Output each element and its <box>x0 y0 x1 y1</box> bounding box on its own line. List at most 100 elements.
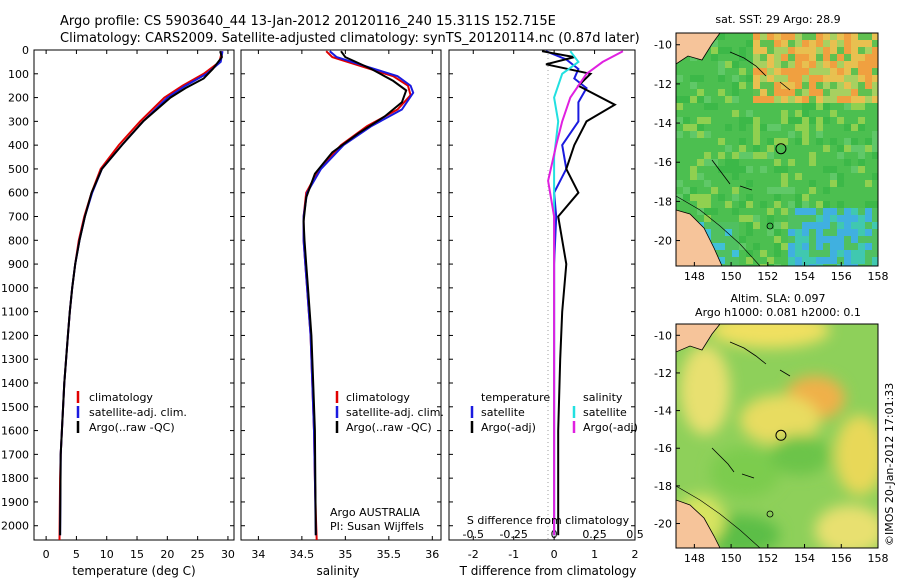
sst-pixel <box>732 222 739 229</box>
sst-pixel <box>788 54 795 61</box>
sst-pixel <box>697 61 704 68</box>
temperature-difference-xlabel: T difference from climatology <box>459 564 637 578</box>
sst-pixel <box>788 82 795 89</box>
sst-pixel <box>746 61 753 68</box>
sst-pixel <box>837 33 844 40</box>
sst-pixel <box>823 89 830 96</box>
sst-pixel <box>830 89 837 96</box>
sst-pixel <box>725 243 732 250</box>
sst-pixel <box>753 166 760 173</box>
sst-pixel <box>802 110 809 117</box>
sst-map-field <box>676 33 878 266</box>
sst-pixel <box>676 201 683 208</box>
sst-pixel <box>690 166 697 173</box>
sst-pixel <box>774 180 781 187</box>
sla-map-title-line1: Altim. SLA: 0.097 <box>730 292 825 305</box>
depth-tick-label: 1200 <box>1 329 29 342</box>
sst-pixel <box>683 89 690 96</box>
sst-pixel <box>788 159 795 166</box>
sst-pixel <box>816 82 823 89</box>
sst-pixel <box>718 236 725 243</box>
sst-pixel <box>697 96 704 103</box>
sst-pixel <box>830 124 837 131</box>
map-lon-label: 158 <box>868 270 889 283</box>
map-lat-label: -10 <box>654 39 672 52</box>
x-tick-label: 2 <box>632 548 639 561</box>
sst-pixel <box>683 96 690 103</box>
sst-pixel <box>739 145 746 152</box>
sst-pixel <box>739 117 746 124</box>
map-lat-label: -18 <box>654 195 672 208</box>
sst-pixel <box>872 82 878 89</box>
sst-pixel <box>837 145 844 152</box>
sst-pixel <box>802 194 809 201</box>
sst-pixel <box>718 131 725 138</box>
sst-pixel <box>809 187 816 194</box>
sst-pixel <box>830 40 837 47</box>
sst-pixel <box>837 89 844 96</box>
sst-pixel <box>816 208 823 215</box>
sst-pixel <box>732 131 739 138</box>
sst-pixel <box>683 180 690 187</box>
sst-pixel <box>732 194 739 201</box>
sst-pixel <box>858 33 865 40</box>
sst-pixel <box>739 61 746 68</box>
sst-pixel <box>872 243 878 250</box>
sst-pixel <box>760 54 767 61</box>
x-tick-label: 30 <box>221 548 235 561</box>
sst-pixel <box>823 82 830 89</box>
sst-pixel <box>753 145 760 152</box>
sst-pixel <box>851 194 858 201</box>
sst-pixel <box>781 124 788 131</box>
sst-pixel <box>732 47 739 54</box>
sst-pixel <box>809 54 816 61</box>
sst-pixel <box>795 68 802 75</box>
sst-pixel <box>774 47 781 54</box>
figure-title-line2: Climatology: CARS2009. Satellite-adjuste… <box>60 31 640 46</box>
sst-pixel <box>851 75 858 82</box>
sst-pixel <box>865 173 872 180</box>
sst-pixel <box>711 208 718 215</box>
sst-pixel <box>753 243 760 250</box>
sst-pixel <box>704 152 711 159</box>
sst-pixel <box>788 117 795 124</box>
sst-pixel <box>809 257 816 264</box>
sst-pixel <box>732 229 739 236</box>
depth-tick-label: 1700 <box>1 448 29 461</box>
sst-pixel <box>781 103 788 110</box>
sst-pixel <box>718 117 725 124</box>
sst-pixel <box>746 159 753 166</box>
sst-pixel <box>795 131 802 138</box>
sst-pixel <box>767 68 774 75</box>
sst-pixel <box>725 75 732 82</box>
sst-pixel <box>781 264 788 266</box>
sst-pixel <box>760 152 767 159</box>
sst-pixel <box>788 243 795 250</box>
sst-pixel <box>697 124 704 131</box>
sst-pixel <box>851 229 858 236</box>
sst-pixel <box>816 96 823 103</box>
sst-pixel <box>683 208 690 215</box>
sst-pixel <box>830 117 837 124</box>
sst-pixel <box>746 131 753 138</box>
sst-pixel <box>760 82 767 89</box>
sst-pixel <box>809 243 816 250</box>
map-lon-label: 150 <box>721 552 742 565</box>
sst-pixel <box>711 145 718 152</box>
sst-pixel <box>823 257 830 264</box>
sst-pixel <box>830 68 837 75</box>
sst-pixel <box>746 208 753 215</box>
sst-pixel <box>851 117 858 124</box>
sst-pixel <box>746 250 753 257</box>
sst-pixel <box>823 110 830 117</box>
sst-pixel <box>725 222 732 229</box>
sst-pixel <box>823 117 830 124</box>
sst-pixel <box>753 159 760 166</box>
sst-pixel <box>795 173 802 180</box>
sst-pixel <box>725 194 732 201</box>
sst-pixel <box>816 201 823 208</box>
sst-pixel <box>697 131 704 138</box>
sst-pixel <box>725 201 732 208</box>
sst-pixel <box>802 47 809 54</box>
sst-pixel <box>774 117 781 124</box>
